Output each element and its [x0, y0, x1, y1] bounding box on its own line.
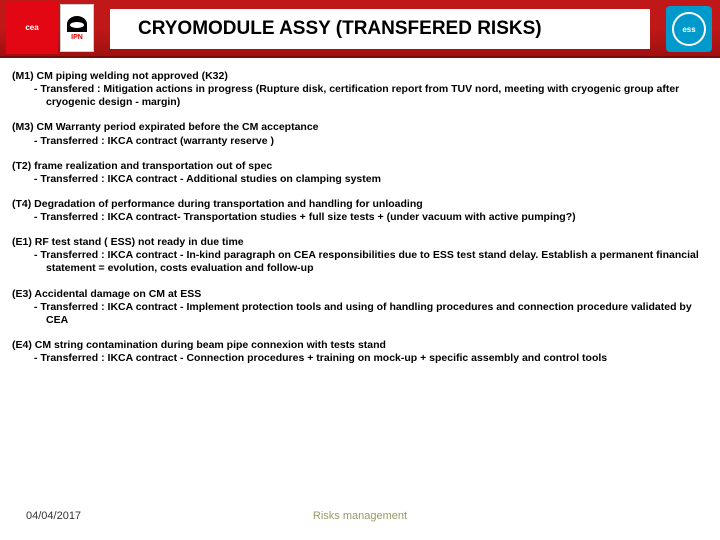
- risk-detail: - Transferred : IKCA contract- Transport…: [12, 211, 702, 224]
- cea-logo-icon: cea: [6, 2, 58, 54]
- footer-title: Risks management: [0, 510, 720, 522]
- risk-heading: (T4) Degradation of performance during t…: [12, 198, 702, 211]
- risk-detail: - Transferred : IKCA contract - In-kind …: [12, 249, 702, 275]
- page-title: CRYOMODULE ASSY (TRANSFERED RISKS): [110, 9, 650, 49]
- risk-detail: - Transferred : IKCA contract - Implemen…: [12, 301, 702, 327]
- slide-header: cea IPN CRYOMODULE ASSY (TRANSFERED RISK…: [0, 0, 720, 58]
- risk-heading: (M1) CM piping welding not approved (K32…: [12, 70, 702, 83]
- risk-detail: - Transferred : IKCA contract (warranty …: [12, 135, 702, 148]
- content-body: (M1) CM piping welding not approved (K32…: [0, 58, 720, 365]
- risk-item: (E4) CM string contamination during beam…: [12, 339, 702, 365]
- ess-logo-icon: ess: [666, 6, 712, 52]
- risk-detail: - Transferred : IKCA contract - Connecti…: [12, 352, 702, 365]
- cea-logo-text: cea: [25, 24, 38, 32]
- risk-detail: - Transferred : IKCA contract - Addition…: [12, 173, 702, 186]
- risk-item: (T2) frame realization and transportatio…: [12, 160, 702, 186]
- risk-heading: (M3) CM Warranty period expirated before…: [12, 121, 702, 134]
- risk-heading: (T2) frame realization and transportatio…: [12, 160, 702, 173]
- risk-item: (E3) Accidental damage on CM at ESS - Tr…: [12, 288, 702, 327]
- risk-item: (M1) CM piping welding not approved (K32…: [12, 70, 702, 109]
- risk-item: (M3) CM Warranty period expirated before…: [12, 121, 702, 147]
- ipn-logo-icon: IPN: [60, 4, 94, 52]
- risk-heading: (E3) Accidental damage on CM at ESS: [12, 288, 702, 301]
- ess-logo-text: ess: [672, 12, 706, 46]
- ipn-logo-text: IPN: [71, 34, 83, 41]
- risk-heading: (E1) RF test stand ( ESS) not ready in d…: [12, 236, 702, 249]
- risk-item: (T4) Degradation of performance during t…: [12, 198, 702, 224]
- risk-heading: (E4) CM string contamination during beam…: [12, 339, 702, 352]
- logo-group: cea IPN: [6, 2, 94, 54]
- risk-detail: - Transfered : Mitigation actions in pro…: [12, 83, 702, 109]
- risk-item: (E1) RF test stand ( ESS) not ready in d…: [12, 236, 702, 275]
